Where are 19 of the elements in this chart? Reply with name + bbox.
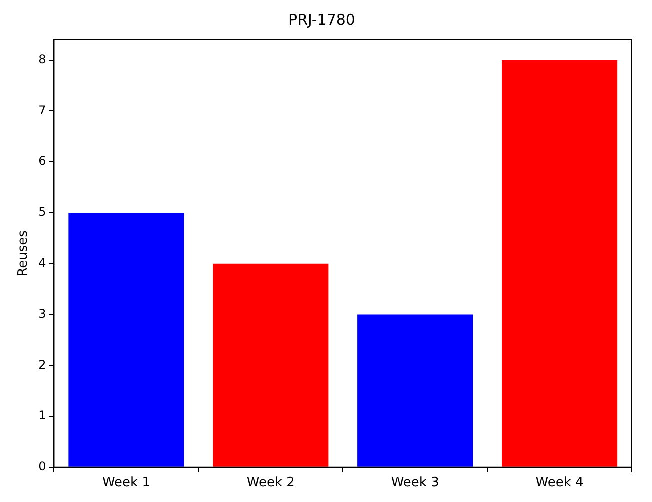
x-tick-label: Week 2 <box>246 476 295 491</box>
y-tick-label: 1 <box>38 408 46 423</box>
y-axis-title: Reuses <box>16 230 32 277</box>
bar <box>358 314 474 467</box>
y-tick-label: 0 <box>38 460 46 474</box>
x-tick-label: Week 1 <box>102 476 150 491</box>
bar <box>68 212 184 467</box>
y-tick-label: 3 <box>38 306 46 321</box>
chart-title: PRJ-1780 <box>288 10 356 29</box>
bar <box>502 60 618 467</box>
bar <box>213 264 329 467</box>
y-tick-label: 2 <box>38 358 46 372</box>
y-tick-label: 5 <box>38 205 46 220</box>
y-tick-label: 6 <box>38 154 46 168</box>
y-tick-label: 4 <box>38 256 46 270</box>
y-tick-label: 7 <box>38 103 46 118</box>
x-tick-label: Week 4 <box>536 476 584 491</box>
x-tick-label: Week 3 <box>391 476 440 491</box>
y-tick-label: 8 <box>38 52 46 66</box>
